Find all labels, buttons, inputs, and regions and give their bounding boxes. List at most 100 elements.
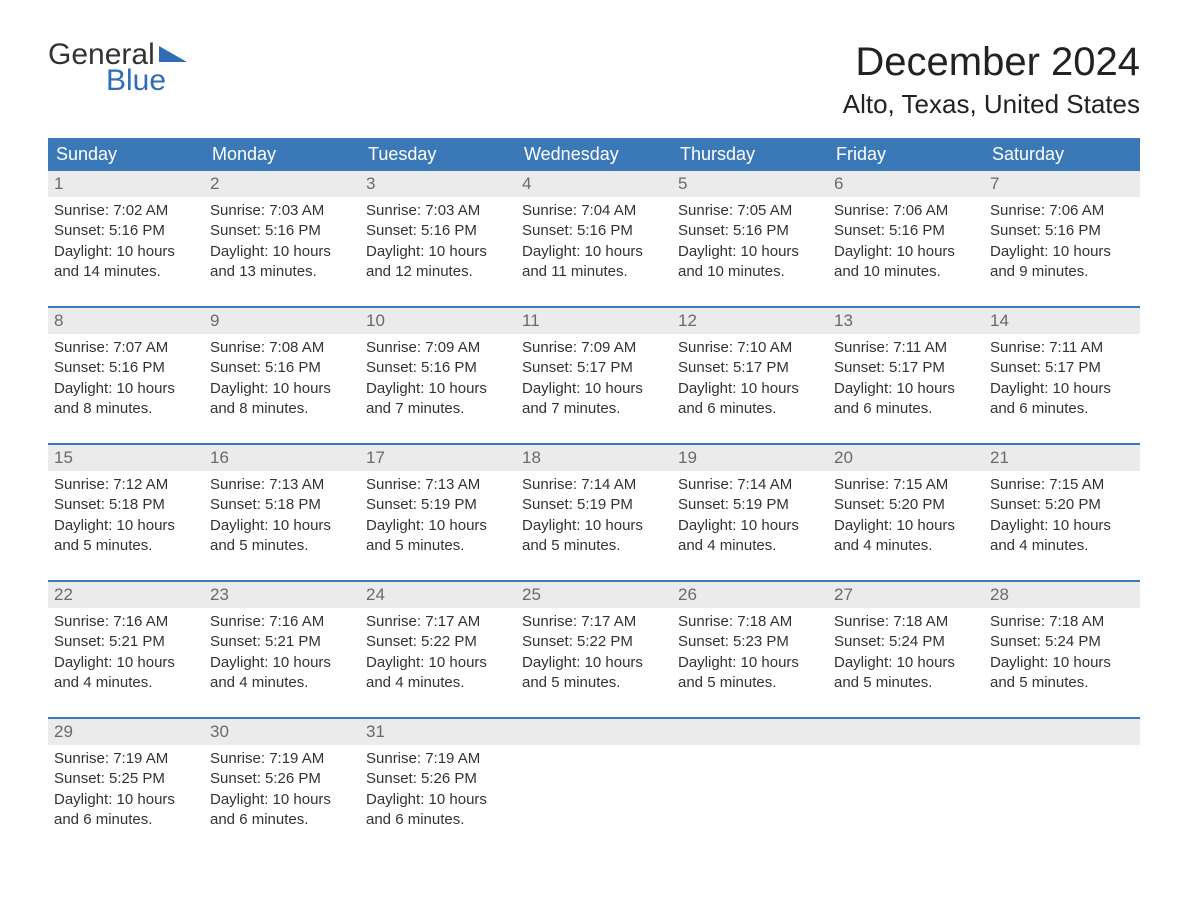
daylight-line1: Daylight: 10 hours bbox=[678, 653, 822, 673]
day-number: 24 bbox=[360, 582, 516, 608]
daylight-line2: and 14 minutes. bbox=[54, 262, 198, 282]
sunrise-line: Sunrise: 7:14 AM bbox=[678, 475, 822, 495]
daylight-line1: Daylight: 10 hours bbox=[834, 653, 978, 673]
day-cell: 27Sunrise: 7:18 AMSunset: 5:24 PMDayligh… bbox=[828, 582, 984, 699]
daylight-line2: and 4 minutes. bbox=[678, 536, 822, 556]
daylight-line2: and 4 minutes. bbox=[834, 536, 978, 556]
day-cell: 13Sunrise: 7:11 AMSunset: 5:17 PMDayligh… bbox=[828, 308, 984, 425]
day-number: 20 bbox=[828, 445, 984, 471]
day-number: 8 bbox=[48, 308, 204, 334]
sunrise-line: Sunrise: 7:07 AM bbox=[54, 338, 198, 358]
calendar: Sunday Monday Tuesday Wednesday Thursday… bbox=[48, 138, 1140, 836]
sunrise-line: Sunrise: 7:16 AM bbox=[54, 612, 198, 632]
sunset-line: Sunset: 5:18 PM bbox=[210, 495, 354, 515]
sunset-line: Sunset: 5:21 PM bbox=[210, 632, 354, 652]
day-cell: 23Sunrise: 7:16 AMSunset: 5:21 PMDayligh… bbox=[204, 582, 360, 699]
daylight-line1: Daylight: 10 hours bbox=[210, 790, 354, 810]
day-cell: 11Sunrise: 7:09 AMSunset: 5:17 PMDayligh… bbox=[516, 308, 672, 425]
daylight-line1: Daylight: 10 hours bbox=[678, 516, 822, 536]
sunrise-line: Sunrise: 7:18 AM bbox=[990, 612, 1134, 632]
day-of-week-header: Sunday Monday Tuesday Wednesday Thursday… bbox=[48, 138, 1140, 171]
sunrise-line: Sunrise: 7:10 AM bbox=[678, 338, 822, 358]
day-cell: 5 Sunrise: 7:05 AMSunset: 5:16 PMDaylight… bbox=[672, 171, 828, 288]
sunset-line: Sunset: 5:16 PM bbox=[366, 221, 510, 241]
day-cell: 2Sunrise: 7:03 AMSunset: 5:16 PMDaylight… bbox=[204, 171, 360, 288]
daylight-line2: and 10 minutes. bbox=[834, 262, 978, 282]
day-number: 2 bbox=[204, 171, 360, 197]
day-cell: 8Sunrise: 7:07 AMSunset: 5:16 PMDaylight… bbox=[48, 308, 204, 425]
sunset-line: Sunset: 5:19 PM bbox=[366, 495, 510, 515]
daylight-line1: Daylight: 10 hours bbox=[366, 242, 510, 262]
day-number: 3 bbox=[360, 171, 516, 197]
day-number: 30 bbox=[204, 719, 360, 745]
daylight-line1: Daylight: 10 hours bbox=[522, 379, 666, 399]
day-cell: 15Sunrise: 7:12 AMSunset: 5:18 PMDayligh… bbox=[48, 445, 204, 562]
sunset-line: Sunset: 5:17 PM bbox=[834, 358, 978, 378]
daylight-line2: and 5 minutes. bbox=[54, 536, 198, 556]
daylight-line1: Daylight: 10 hours bbox=[54, 242, 198, 262]
sunset-line: Sunset: 5:16 PM bbox=[210, 358, 354, 378]
daylight-line2: and 6 minutes. bbox=[210, 810, 354, 830]
daylight-line2: and 5 minutes. bbox=[990, 673, 1134, 693]
sunset-line: Sunset: 5:16 PM bbox=[522, 221, 666, 241]
sunrise-line: Sunrise: 7:06 AM bbox=[990, 201, 1134, 221]
daylight-line1: Daylight: 10 hours bbox=[366, 790, 510, 810]
sunset-line: Sunset: 5:16 PM bbox=[366, 358, 510, 378]
daylight-line1: Daylight: 10 hours bbox=[522, 516, 666, 536]
daylight-line1: Daylight: 10 hours bbox=[54, 790, 198, 810]
day-cell: 30Sunrise: 7:19 AMSunset: 5:26 PMDayligh… bbox=[204, 719, 360, 836]
day-cell: 29Sunrise: 7:19 AMSunset: 5:25 PMDayligh… bbox=[48, 719, 204, 836]
daylight-line2: and 5 minutes. bbox=[522, 673, 666, 693]
sunset-line: Sunset: 5:16 PM bbox=[678, 221, 822, 241]
day-number: 21 bbox=[984, 445, 1140, 471]
day-cell: 12Sunrise: 7:10 AMSunset: 5:17 PMDayligh… bbox=[672, 308, 828, 425]
day-cell: 14Sunrise: 7:11 AMSunset: 5:17 PMDayligh… bbox=[984, 308, 1140, 425]
dow-saturday: Saturday bbox=[984, 138, 1140, 171]
sunrise-line: Sunrise: 7:19 AM bbox=[210, 749, 354, 769]
daylight-line2: and 7 minutes. bbox=[366, 399, 510, 419]
location: Alto, Texas, United States bbox=[843, 89, 1140, 120]
daylight-line1: Daylight: 10 hours bbox=[366, 379, 510, 399]
daylight-line2: and 6 minutes. bbox=[990, 399, 1134, 419]
daylight-line1: Daylight: 10 hours bbox=[366, 516, 510, 536]
day-cell bbox=[672, 719, 828, 836]
day-number: 19 bbox=[672, 445, 828, 471]
sunrise-line: Sunrise: 7:05 AM bbox=[678, 201, 822, 221]
day-number: 22 bbox=[48, 582, 204, 608]
sunrise-line: Sunrise: 7:03 AM bbox=[210, 201, 354, 221]
daylight-line2: and 10 minutes. bbox=[678, 262, 822, 282]
day-cell: 21Sunrise: 7:15 AMSunset: 5:20 PMDayligh… bbox=[984, 445, 1140, 562]
daylight-line2: and 6 minutes. bbox=[366, 810, 510, 830]
sunset-line: Sunset: 5:17 PM bbox=[522, 358, 666, 378]
day-number: 14 bbox=[984, 308, 1140, 334]
daylight-line2: and 4 minutes. bbox=[990, 536, 1134, 556]
daylight-line1: Daylight: 10 hours bbox=[990, 242, 1134, 262]
day-cell: 31Sunrise: 7:19 AMSunset: 5:26 PMDayligh… bbox=[360, 719, 516, 836]
sunset-line: Sunset: 5:20 PM bbox=[834, 495, 978, 515]
dow-thursday: Thursday bbox=[672, 138, 828, 171]
daylight-line1: Daylight: 10 hours bbox=[834, 242, 978, 262]
sunrise-line: Sunrise: 7:17 AM bbox=[366, 612, 510, 632]
day-cell: 22Sunrise: 7:16 AMSunset: 5:21 PMDayligh… bbox=[48, 582, 204, 699]
day-number: 28 bbox=[984, 582, 1140, 608]
daylight-line2: and 12 minutes. bbox=[366, 262, 510, 282]
daylight-line2: and 11 minutes. bbox=[522, 262, 666, 282]
daylight-line2: and 9 minutes. bbox=[990, 262, 1134, 282]
dow-monday: Monday bbox=[204, 138, 360, 171]
dow-wednesday: Wednesday bbox=[516, 138, 672, 171]
week-row: 22 Sunrise: 7:16 AM Sunset: 5:21 PM Dayligh… bbox=[48, 580, 1140, 699]
daylight-line1: Daylight: 10 hours bbox=[678, 242, 822, 262]
day-cell: 20Sunrise: 7:15 AMSunset: 5:20 PMDayligh… bbox=[828, 445, 984, 562]
sunrise-line: Sunrise: 7:17 AM bbox=[522, 612, 666, 632]
daylight-line1: Daylight: 10 hours bbox=[522, 653, 666, 673]
day-number bbox=[672, 719, 828, 745]
day-number: 9 bbox=[204, 308, 360, 334]
day-number: 7 bbox=[984, 171, 1140, 197]
daylight-line2: and 8 minutes. bbox=[54, 399, 198, 419]
dow-sunday: Sunday bbox=[48, 138, 204, 171]
daylight-line2: and 5 minutes. bbox=[834, 673, 978, 693]
sunrise-line: Sunrise: 7:11 AM bbox=[834, 338, 978, 358]
sunset-line: Sunset: 5:17 PM bbox=[990, 358, 1134, 378]
day-number: 5 bbox=[672, 171, 828, 197]
day-number: 23 bbox=[204, 582, 360, 608]
